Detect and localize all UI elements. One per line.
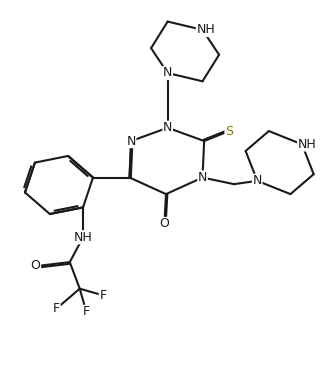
Text: S: S xyxy=(225,124,233,138)
Text: N: N xyxy=(253,174,262,187)
Text: N: N xyxy=(163,121,172,134)
Text: F: F xyxy=(83,306,90,318)
Text: F: F xyxy=(99,289,107,302)
Text: N: N xyxy=(198,171,207,184)
Text: O: O xyxy=(159,218,169,230)
Text: F: F xyxy=(53,302,60,315)
Text: NH: NH xyxy=(197,23,215,36)
Text: O: O xyxy=(31,259,41,272)
Text: N: N xyxy=(163,66,172,80)
Text: NH: NH xyxy=(74,231,92,244)
Text: N: N xyxy=(126,135,136,147)
Text: NH: NH xyxy=(298,138,316,151)
